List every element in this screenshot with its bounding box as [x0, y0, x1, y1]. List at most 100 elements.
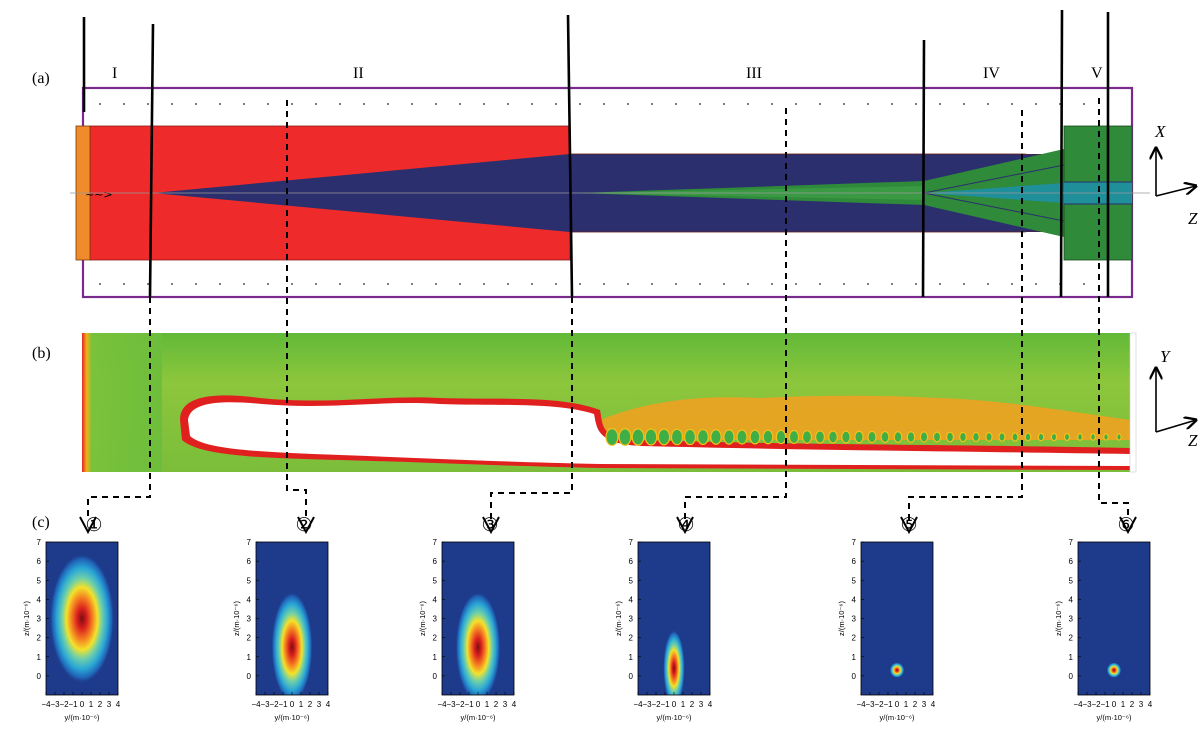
taper-line-top [923, 164, 1065, 194]
plot-marker: ③ [481, 514, 498, 536]
x-axis-label: y/(m·10⁻⁶) [461, 713, 496, 722]
mesh-dot [387, 283, 389, 285]
x-tick-label: −4 [1073, 700, 1083, 709]
mesh-dot [339, 103, 341, 105]
y-tick-label: 2 [247, 634, 252, 643]
region-label-2: II [353, 65, 364, 82]
mesh-dot [747, 283, 749, 285]
x-tick-label: 0 [476, 700, 481, 709]
taper-line-bottom [923, 192, 1065, 222]
mode-plot-4: −4 −3 −2 −1 0 1 2 3 401234567y/(m·10⁻⁶)z/(m·10⁻⁶… [614, 514, 713, 722]
mode-plot-3: −4 −3 −2 −1 0 1 2 3 401234567y/(m·10⁻⁶)z/(m·10⁻⁶… [418, 514, 517, 722]
mesh-dot [771, 103, 773, 105]
connector-6 [1098, 98, 1129, 520]
connector-2 [286, 100, 307, 520]
mesh-dot [675, 283, 677, 285]
mesh-dot [1011, 283, 1013, 285]
mesh-dot [555, 103, 557, 105]
x-tick-label: 4 [1148, 700, 1153, 709]
x-tick-label: −2 [874, 700, 884, 709]
y-tick-label: 4 [247, 595, 252, 604]
ripple-band [600, 395, 1130, 440]
mesh-dot [411, 283, 413, 285]
x-tick-label: −2 [59, 700, 69, 709]
mesh-dot [507, 283, 509, 285]
mesh-dot [603, 283, 605, 285]
x-tick-label: 1 [299, 700, 304, 709]
x-tick-label: −1 [68, 700, 78, 709]
bead [841, 430, 851, 444]
y-tick-label: 3 [433, 615, 438, 624]
x-tick-label: 2 [308, 700, 313, 709]
bead [736, 429, 748, 445]
mesh-dot [483, 103, 485, 105]
x-tick-label: 2 [1130, 700, 1135, 709]
bead [657, 428, 671, 446]
x-tick-label: −3 [260, 700, 270, 709]
x-tick-label: 3 [699, 700, 704, 709]
mesh-dot [723, 283, 725, 285]
mode-plot-2: −4 −3 −2 −1 0 1 2 3 401234567y/(m·10⁻⁶)z/(m·10⁻⁶… [232, 514, 331, 722]
region-boundaries [82, 9, 1110, 298]
x-tick-label: 1 [681, 700, 686, 709]
mesh-dot [1083, 103, 1085, 105]
mesh-dot [219, 103, 221, 105]
mode-profile-plots: −4 −3 −2 −1 0 1 2 3 401234567y/(m·10⁻⁶)z/(m·10⁻⁶… [22, 514, 1153, 722]
mesh-dot [147, 103, 149, 105]
y-tick-label: 4 [37, 595, 42, 604]
bead [985, 432, 993, 442]
mesh-dot [1035, 103, 1037, 105]
y-tick-label: 1 [433, 653, 438, 662]
x-tick-label: −1 [883, 700, 893, 709]
mode-plot-1: −4 −3 −2 −1 0 1 2 3 401234567y/(m·10⁻⁶)z/(m·10⁻⁶… [22, 514, 121, 722]
x-tick-label: 0 [80, 700, 85, 709]
field-lobe [188, 402, 1130, 466]
y-tick-label: 6 [629, 557, 634, 566]
y-tick-label: 2 [852, 634, 857, 643]
x-tick-label: 4 [326, 700, 331, 709]
mesh-dot [99, 283, 101, 285]
mesh-dot [267, 103, 269, 105]
mesh-dot [771, 283, 773, 285]
boundary-1 [148, 23, 155, 298]
x-axis-label: y/(m·10⁻⁶) [65, 713, 100, 722]
y-axis-label: z/(m·10⁻⁶) [22, 601, 31, 636]
bead [919, 431, 929, 443]
x-tick-label: 3 [107, 700, 112, 709]
bead [605, 428, 619, 447]
x-tick-label: 2 [690, 700, 695, 709]
region-label-4: IV [983, 65, 1000, 82]
y-tick-label: 5 [852, 576, 857, 585]
mesh-dot [579, 283, 581, 285]
bead [762, 429, 774, 445]
mesh-dot [915, 103, 917, 105]
y-tick-label: 3 [247, 615, 252, 624]
mesh-dot [435, 103, 437, 105]
bead [710, 429, 722, 445]
bead [1090, 433, 1096, 441]
bead [1076, 433, 1083, 441]
mesh-dot [675, 103, 677, 105]
y-tick-label: 2 [433, 634, 438, 643]
x-tick-label: 1 [89, 700, 94, 709]
mesh-dot [123, 103, 125, 105]
mesh-dot [291, 283, 293, 285]
bead [697, 428, 709, 446]
mesh-dot [219, 283, 221, 285]
connector-3 [490, 297, 573, 520]
region-labels: I II III IV V [112, 65, 1103, 82]
y-tick-label: 1 [852, 653, 857, 662]
x-tick-label: −1 [464, 700, 474, 709]
y-tick-label: 0 [433, 672, 438, 681]
bead [723, 429, 735, 445]
y-tick-label: 5 [247, 576, 252, 585]
intensity-spot [663, 629, 685, 695]
bead [959, 431, 967, 443]
y-tick-label: 6 [1069, 557, 1074, 566]
y-tick-label: 7 [247, 538, 252, 547]
y-tick-label: 6 [37, 557, 42, 566]
y-tick-label: 1 [37, 653, 42, 662]
x-axis-label: y/(m·10⁻⁶) [657, 713, 692, 722]
x-tick-label: 0 [1112, 700, 1117, 709]
